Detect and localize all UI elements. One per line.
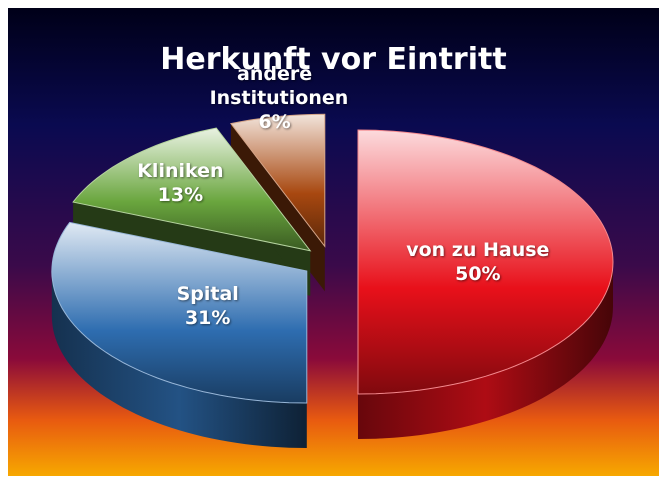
slice-value: 50% xyxy=(455,263,501,285)
pie-slice xyxy=(357,129,614,395)
chart-title: Herkunft vor Eintritt xyxy=(160,42,507,77)
slice-value: 31% xyxy=(184,306,231,329)
data-label: andere Institutionen 6% xyxy=(209,62,349,134)
data-label: Spital 31% xyxy=(123,282,293,330)
slice-wall xyxy=(358,262,613,439)
slice-value: 13% xyxy=(157,184,204,207)
slice-name: Spital xyxy=(176,282,239,305)
pie-slice xyxy=(51,221,308,404)
slice xyxy=(357,129,614,439)
slice-value: 6% xyxy=(258,111,291,134)
data-label: von zu Hause 50% xyxy=(393,238,563,286)
data-label: Kliniken 13% xyxy=(95,159,265,207)
slice-name: von zu Hause xyxy=(406,239,550,261)
pie-slice xyxy=(230,113,326,248)
slice-wall xyxy=(51,271,307,448)
slice xyxy=(51,221,308,448)
slice-name: Kliniken xyxy=(137,160,224,183)
slice-name: andere Institutionen xyxy=(209,63,349,110)
pie-slice xyxy=(72,127,312,252)
